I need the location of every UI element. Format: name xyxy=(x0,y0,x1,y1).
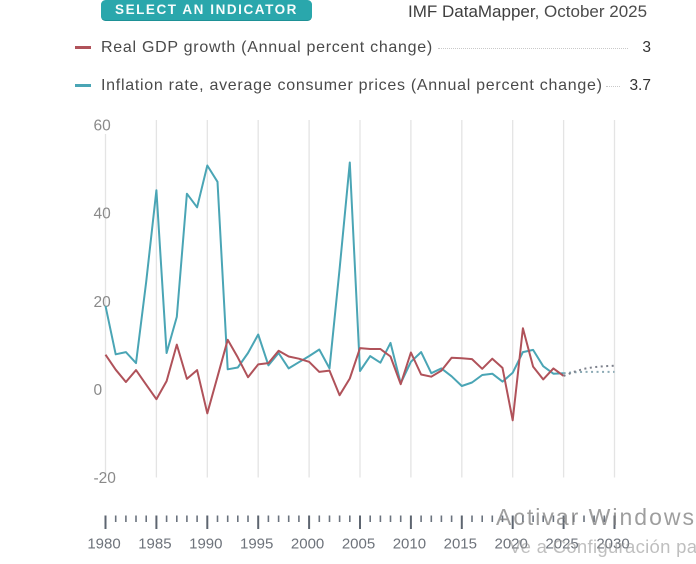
svg-text:2030: 2030 xyxy=(596,536,629,553)
svg-text:60: 60 xyxy=(94,117,112,134)
svg-text:40: 40 xyxy=(94,205,112,222)
svg-text:2005: 2005 xyxy=(342,536,375,553)
svg-text:2000: 2000 xyxy=(291,536,324,553)
svg-text:1990: 1990 xyxy=(189,536,222,553)
svg-text:2010: 2010 xyxy=(393,536,426,553)
svg-text:20: 20 xyxy=(94,294,112,311)
svg-text:1995: 1995 xyxy=(240,536,273,553)
svg-text:1980: 1980 xyxy=(87,536,120,553)
svg-text:-20: -20 xyxy=(94,470,117,487)
svg-text:2025: 2025 xyxy=(545,536,578,553)
svg-text:2020: 2020 xyxy=(495,536,528,553)
svg-text:2015: 2015 xyxy=(444,536,477,553)
svg-text:1985: 1985 xyxy=(138,536,171,553)
svg-text:0: 0 xyxy=(94,382,103,399)
